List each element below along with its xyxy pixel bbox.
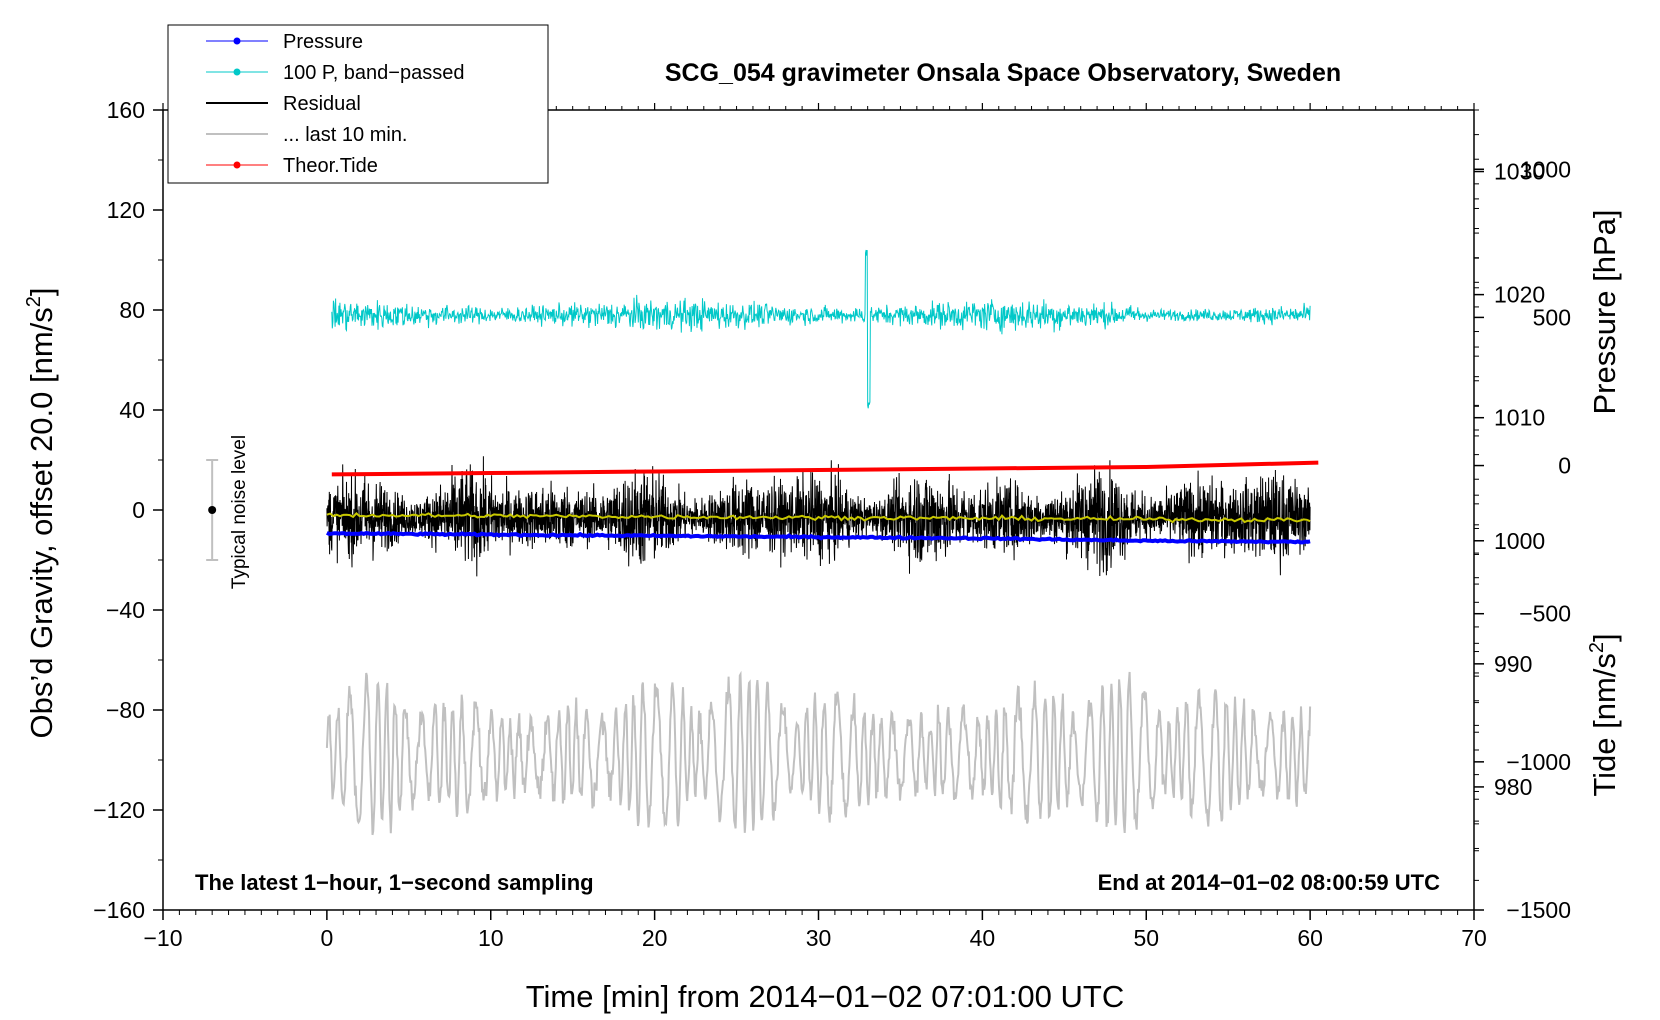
- pressure-tick-label: 990: [1494, 651, 1532, 677]
- series-last-10-min: [325, 670, 1312, 836]
- series-pressure: [326, 530, 1311, 545]
- noise-level-label: Typical noise level: [229, 435, 250, 589]
- x-axis-label: Time [min] from 2014−01−02 07:01:00 UTC: [526, 979, 1125, 1014]
- pressure-tick-label: 1020: [1494, 282, 1545, 308]
- x-tick-label: 50: [1133, 925, 1159, 951]
- annotation-end-time: End at 2014−01−02 08:00:59 UTC: [1098, 870, 1441, 895]
- legend-label: Residual: [283, 93, 361, 115]
- pressure-tick-label: 1030: [1494, 159, 1545, 185]
- y-tick-label: −40: [106, 597, 145, 623]
- plot-content: [325, 249, 1319, 836]
- x-tick-label: 60: [1297, 925, 1323, 951]
- noise-bar-center-dot: [208, 506, 217, 514]
- x-tick-label: 10: [478, 925, 504, 951]
- series-pressure-band-passed: [331, 249, 1311, 409]
- axis-ticks: −10 0 10 20 30 40 50 60 7016012080400−40−80−120−…: [93, 97, 1571, 951]
- x-tick-label: 30: [806, 925, 832, 951]
- y-tick-label: 120: [107, 197, 145, 223]
- legend-marker: [233, 68, 241, 76]
- series-residual-smoothed: [326, 512, 1311, 524]
- x-tick-label: 0: [320, 925, 333, 951]
- legend-label: Theor.Tide: [283, 155, 378, 177]
- pressure-tick-label: 1000: [1494, 528, 1545, 554]
- x-tick-label: 70: [1461, 925, 1487, 951]
- y-tick-label: −80: [106, 697, 145, 723]
- y-axis-label-left: Obs’d Gravity, offset 20.0 [nm/s2]: [23, 287, 59, 738]
- chart-title: SCG_054 gravimeter Onsala Space Observat…: [665, 59, 1341, 87]
- y-tick-label: 80: [119, 297, 145, 323]
- tide-tick-label: 0: [1558, 453, 1571, 479]
- noise-level-indicator: Typical noise level: [206, 435, 250, 589]
- legend: Pressure 100 P, band−passed Residual ... la…: [167, 24, 549, 184]
- pressure-tick-label: 1010: [1494, 405, 1545, 431]
- annotation-sampling: The latest 1−hour, 1−second sampling: [195, 870, 594, 895]
- legend-label: Pressure: [283, 31, 363, 53]
- legend-label: ... last 10 min.: [283, 124, 408, 146]
- legend-label: 100 P, band−passed: [283, 62, 464, 84]
- tide-tick-label: −1000: [1506, 749, 1571, 775]
- tide-tick-label: 500: [1533, 304, 1571, 330]
- pressure-axis-label: Pressure [hPa]: [1587, 209, 1622, 414]
- legend-marker: [233, 161, 241, 169]
- x-tick-label: 20: [642, 925, 668, 951]
- tide-tick-label: −500: [1519, 601, 1571, 627]
- series-theoretical-tide: [331, 460, 1319, 477]
- tide-tick-label: 1000: [1520, 156, 1571, 182]
- y-tick-label: 0: [132, 497, 145, 523]
- x-tick-label: −10: [143, 925, 182, 951]
- y-tick-label: −160: [93, 897, 145, 923]
- x-tick-label: 40: [970, 925, 996, 951]
- y-tick-label: 160: [107, 97, 145, 123]
- tide-tick-label: −1500: [1506, 897, 1571, 923]
- pressure-tick-label: 980: [1494, 774, 1532, 800]
- y-tick-label: 40: [119, 397, 145, 423]
- legend-marker: [233, 37, 241, 45]
- tide-axis-label: Tide [nm/s2]: [1586, 633, 1622, 796]
- y-tick-label: −120: [93, 797, 145, 823]
